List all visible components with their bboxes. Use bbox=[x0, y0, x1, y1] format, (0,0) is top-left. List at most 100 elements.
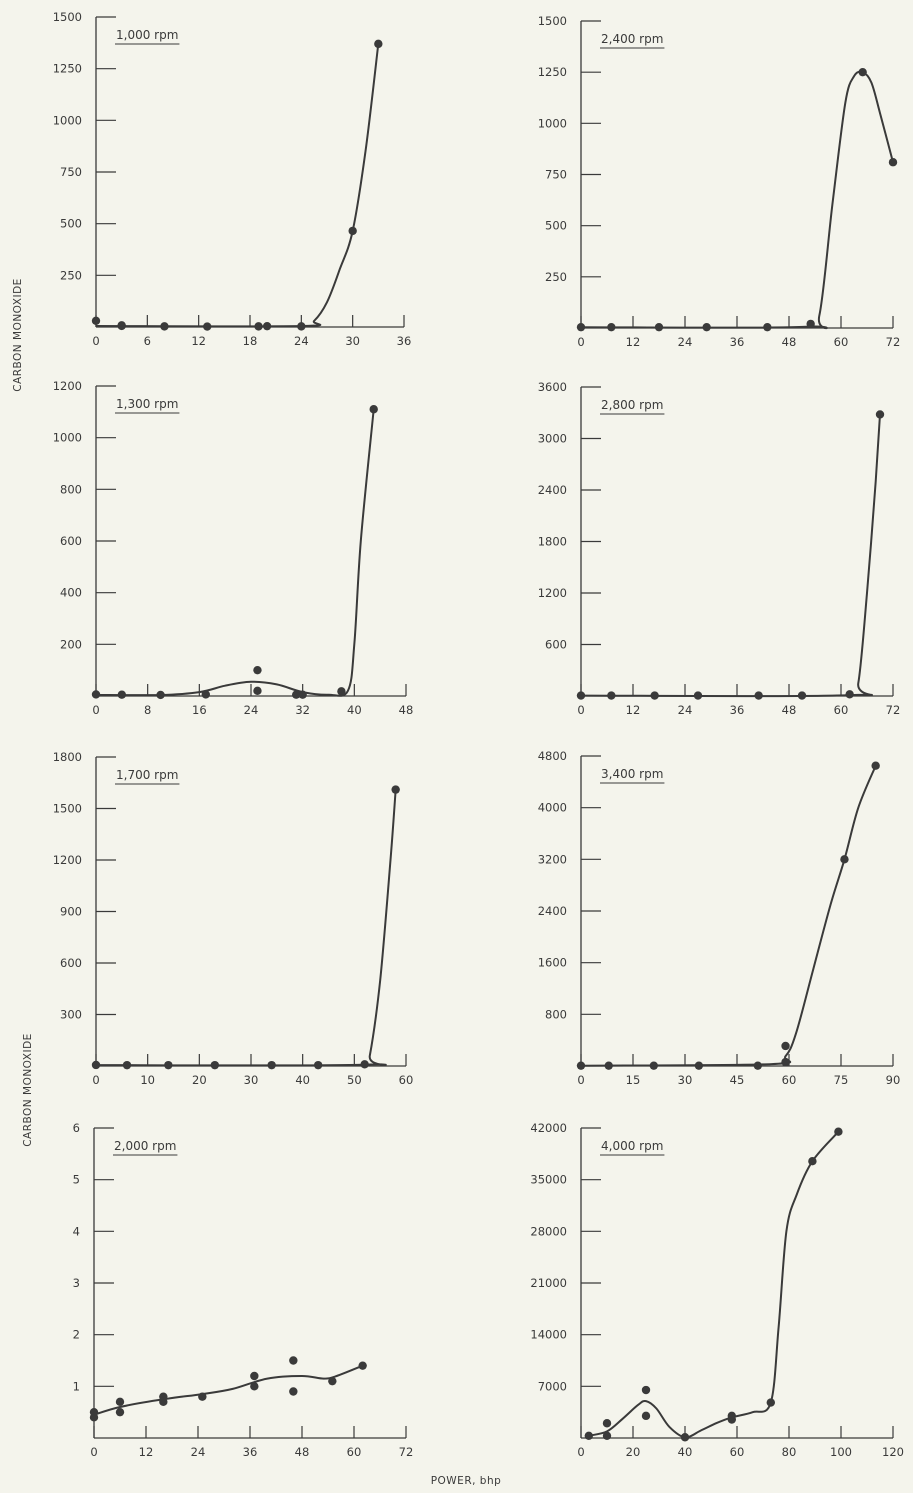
fit-curve bbox=[580, 70, 894, 330]
data-point bbox=[117, 321, 126, 330]
data-point bbox=[289, 1356, 298, 1365]
data-point bbox=[297, 322, 306, 331]
x-tick-label: 0 bbox=[92, 334, 99, 348]
x-tick-label: 36 bbox=[730, 335, 745, 349]
y-tick-label: 28000 bbox=[530, 1224, 567, 1238]
chart-panel-3: 200 400 600 800 1000 1200 0 8 16 24 32 40 48 1,300 rp… bbox=[53, 379, 414, 717]
x-tick-label: 18 bbox=[243, 334, 258, 348]
y-tick-label: 1500 bbox=[538, 14, 567, 28]
x-tick-label: 48 bbox=[782, 335, 797, 349]
x-tick-label: 100 bbox=[830, 1445, 852, 1459]
y-tick-label: 21000 bbox=[530, 1276, 567, 1290]
x-tick-label: 0 bbox=[577, 335, 584, 349]
y-tick-label: 4800 bbox=[538, 749, 567, 763]
data-point bbox=[607, 691, 616, 700]
y-tick-label: 4 bbox=[73, 1224, 80, 1238]
y-tick-label: 200 bbox=[60, 637, 82, 651]
x-tick-label: 60 bbox=[347, 1445, 362, 1459]
data-point bbox=[117, 690, 127, 699]
data-point bbox=[328, 1376, 337, 1386]
data-point bbox=[754, 691, 763, 700]
data-point bbox=[602, 1419, 612, 1428]
data-point bbox=[641, 1411, 651, 1421]
data-point bbox=[607, 322, 616, 332]
x-tick-label: 80 bbox=[782, 1445, 797, 1459]
chart-panel-5: 300 600 900 1200 1500 1800 0 10 20 30 40 50 60 1,700 … bbox=[53, 750, 414, 1087]
x-tick-label: 60 bbox=[834, 703, 849, 717]
panel-title: 2,000 rpm bbox=[114, 1139, 176, 1153]
x-tick-label: 60 bbox=[782, 1073, 797, 1087]
y-tick-label: 500 bbox=[60, 217, 82, 231]
y-tick-label: 1200 bbox=[53, 853, 82, 867]
data-point bbox=[164, 1060, 173, 1070]
x-tick-label: 6 bbox=[144, 334, 151, 348]
x-tick-label: 0 bbox=[577, 1445, 584, 1459]
x-tick-label: 20 bbox=[192, 1073, 207, 1087]
data-point bbox=[727, 1415, 736, 1424]
y-tick-label: 800 bbox=[545, 1007, 567, 1021]
fit-curve bbox=[580, 414, 881, 698]
x-tick-label: 24 bbox=[678, 335, 693, 349]
data-point bbox=[250, 1371, 259, 1381]
y-axis-title-bottom: CARBON MONOXIDE bbox=[22, 1033, 34, 1147]
data-point bbox=[576, 322, 586, 332]
x-tick-label: 30 bbox=[345, 334, 360, 348]
x-tick-label: 40 bbox=[295, 1073, 310, 1087]
data-point bbox=[160, 322, 169, 331]
x-tick-label: 40 bbox=[678, 1445, 693, 1459]
data-point bbox=[808, 1157, 817, 1166]
y-tick-label: 14000 bbox=[530, 1328, 567, 1342]
x-tick-label: 36 bbox=[243, 1445, 258, 1459]
x-tick-label: 24 bbox=[294, 334, 309, 348]
data-point bbox=[156, 690, 165, 700]
data-point bbox=[584, 1431, 593, 1440]
fit-curve bbox=[95, 43, 380, 328]
data-point bbox=[358, 1361, 367, 1370]
data-point bbox=[289, 1387, 298, 1396]
y-tick-label: 35000 bbox=[530, 1173, 567, 1187]
data-point bbox=[840, 855, 849, 864]
data-point bbox=[374, 39, 383, 49]
data-point bbox=[348, 226, 357, 236]
data-point bbox=[313, 1060, 323, 1070]
y-tick-label: 1000 bbox=[53, 431, 82, 445]
x-tick-label: 60 bbox=[730, 1445, 745, 1459]
y-tick-label: 250 bbox=[60, 268, 82, 282]
x-tick-label: 120 bbox=[882, 1445, 904, 1459]
y-tick-label: 42000 bbox=[530, 1121, 567, 1135]
x-tick-label: 45 bbox=[730, 1073, 745, 1087]
data-point bbox=[203, 322, 212, 331]
data-point bbox=[267, 1060, 276, 1070]
data-point bbox=[337, 687, 346, 696]
data-point bbox=[781, 1057, 790, 1067]
x-tick-label: 24 bbox=[244, 703, 259, 717]
x-tick-label: 72 bbox=[886, 335, 901, 349]
y-tick-label: 500 bbox=[545, 219, 567, 233]
panel-title: 3,400 rpm bbox=[601, 767, 663, 781]
y-tick-label: 1 bbox=[73, 1379, 80, 1393]
x-tick-label: 30 bbox=[678, 1073, 693, 1087]
panel-title: 1,700 rpm bbox=[116, 768, 178, 782]
data-point bbox=[91, 316, 101, 325]
chart-panel-6: 800 1600 2400 3200 4000 4800 0 15 30 45 60 75 90 3,40… bbox=[538, 749, 901, 1087]
y-tick-label: 600 bbox=[60, 956, 82, 970]
x-tick-label: 60 bbox=[834, 335, 849, 349]
x-tick-label: 30 bbox=[244, 1073, 259, 1087]
data-point bbox=[753, 1061, 762, 1070]
panel-title: 2,400 rpm bbox=[601, 32, 663, 46]
data-point bbox=[89, 1407, 99, 1417]
data-point bbox=[702, 322, 711, 332]
data-point bbox=[262, 321, 272, 331]
x-tick-label: 0 bbox=[92, 1073, 99, 1087]
data-point bbox=[576, 1061, 586, 1070]
y-tick-label: 1200 bbox=[538, 586, 567, 600]
x-tick-label: 48 bbox=[295, 1445, 310, 1459]
data-point bbox=[576, 691, 586, 700]
y-tick-label: 6 bbox=[73, 1121, 80, 1135]
data-point bbox=[253, 665, 262, 675]
y-tick-label: 1200 bbox=[53, 379, 82, 393]
fit-curve bbox=[588, 1131, 840, 1439]
x-tick-label: 12 bbox=[626, 703, 641, 717]
data-point bbox=[766, 1398, 775, 1407]
fit-curve bbox=[580, 765, 877, 1067]
